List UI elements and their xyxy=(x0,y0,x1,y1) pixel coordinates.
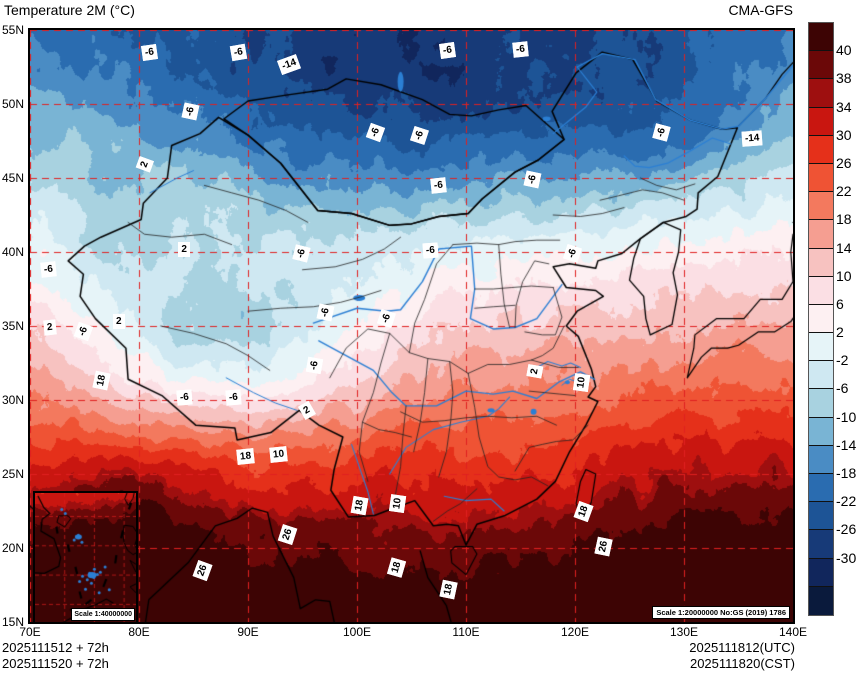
lat-tick-label: 50N xyxy=(2,97,25,111)
lat-tick-label: 55N xyxy=(2,23,25,37)
colorbar-swatch xyxy=(809,558,833,587)
colorbar-swatch xyxy=(809,107,833,136)
contour-label: -6 xyxy=(523,170,542,189)
contour-label: 2 xyxy=(43,319,57,336)
lon-tick-label: 80E xyxy=(128,625,150,639)
lat-tick-label: 25N xyxy=(2,467,25,481)
colorbar-tick: -2 xyxy=(836,352,849,369)
colorbar-swatch xyxy=(809,530,833,559)
footer-init-line-2: 2025111520 + 72h xyxy=(2,656,109,671)
contour-label: -6 xyxy=(141,43,159,61)
contour-label: -6 xyxy=(422,242,438,259)
colorbar-swatch xyxy=(809,474,833,503)
lon-tick-label: 140E xyxy=(778,625,808,639)
colorbar-swatch xyxy=(809,163,833,193)
temperature-map[interactable]: -6 -6 -14 -6 -6 -6 -6 -6 -6 -14 2 -6 -6 2 -6 -6 -6 -6 2 -6-… xyxy=(28,28,795,624)
colorbar-swatch xyxy=(809,248,833,277)
lat-tick-label: 40N xyxy=(2,245,25,259)
colorbar-swatch xyxy=(809,586,833,615)
colorbar-swatch xyxy=(809,276,833,305)
colorbar-tick-labels: 40 38 34 30 26 22 18 14 10 6 2 -2 -6 -10 -14 -18 -22 -26 -… xyxy=(836,22,859,616)
colorbar-swatch xyxy=(809,79,833,108)
inset-map-south-china-sea[interactable]: Scale 1:40000000 xyxy=(33,491,138,622)
contour-label: -6 xyxy=(316,303,335,322)
colorbar-swatch xyxy=(809,361,833,390)
footer-valid-utc: 2025111812(UTC) xyxy=(689,640,795,655)
contour-label: 26 xyxy=(594,536,613,557)
colorbar-tick: -10 xyxy=(836,408,857,425)
lon-tick-label: 90E xyxy=(237,625,259,639)
colorbar-tick: 18 xyxy=(836,211,852,228)
contour-label: -6 xyxy=(305,357,324,375)
contour-label: -6 xyxy=(651,122,671,142)
lon-tick-label: 110E xyxy=(452,625,480,639)
colorbar-tick: -30 xyxy=(836,549,857,566)
contour-label: -6 xyxy=(181,102,200,121)
lat-tick-label: 35N xyxy=(2,319,25,333)
colorbar-tick: 40 xyxy=(836,42,852,59)
colorbar-swatch xyxy=(809,23,833,52)
colorbar-swatch xyxy=(809,135,833,164)
contour-label: -6 xyxy=(229,43,247,61)
colorbar-tick: -26 xyxy=(836,521,857,538)
lat-tick-label: 20N xyxy=(2,541,25,555)
lon-tick-label: 100E xyxy=(342,625,372,639)
header-bar: Temperature 2M (°C) CMA-GFS xyxy=(0,0,859,22)
contour-label: -6 xyxy=(430,177,447,194)
colorbar-swatch xyxy=(809,304,833,334)
colorbar-tick: -22 xyxy=(836,493,857,510)
contour-label: -6 xyxy=(40,261,57,279)
map-scale-label: Scale 1:20000000 No:GS (2019) 1786 xyxy=(652,606,790,619)
lon-tick-label: 70E xyxy=(19,625,41,639)
colorbar-tick: -18 xyxy=(836,465,857,482)
contour-label: -14 xyxy=(741,129,763,147)
lat-tick-label: 15N xyxy=(2,615,25,629)
colorbar-swatch xyxy=(809,51,833,80)
colorbar-tick: 30 xyxy=(836,126,852,143)
colorbar-tick: 10 xyxy=(836,267,852,284)
lon-tick-label: 130E xyxy=(669,625,699,639)
contour-label: 2 xyxy=(113,314,125,330)
contour-label: 2 xyxy=(178,241,190,257)
colorbar-swatch xyxy=(809,389,833,418)
map-raster xyxy=(30,30,793,622)
colorbar-swatch xyxy=(809,220,833,249)
colorbar-tick: 22 xyxy=(836,183,852,200)
footer-init-line-1: 2025111512 + 72h xyxy=(2,640,109,655)
lat-tick-label: 30N xyxy=(2,393,25,407)
contour-label: -6 xyxy=(512,41,529,58)
lat-tick-label: 45N xyxy=(2,171,25,185)
lon-tick-label: 120E xyxy=(560,625,590,639)
colorbar-tick: -14 xyxy=(836,436,857,453)
colorbar-swatch xyxy=(809,333,833,362)
temperature-colorbar[interactable] xyxy=(808,22,834,616)
colorbar-swatch xyxy=(809,417,833,446)
contour-label: -6 xyxy=(439,42,456,60)
colorbar-swatch xyxy=(809,502,833,531)
contour-label: 18 xyxy=(236,447,256,465)
inset-scale-label: Scale 1:40000000 xyxy=(71,608,135,621)
colorbar-tick: -6 xyxy=(836,380,849,397)
colorbar-tick: 34 xyxy=(836,98,852,115)
colorbar-tick: 14 xyxy=(836,239,852,256)
contour-label: -6 xyxy=(225,388,242,406)
colorbar-tick: 2 xyxy=(836,324,844,341)
colorbar-swatch xyxy=(809,192,833,221)
contour-label: 18 xyxy=(350,495,369,515)
colorbar-tick: 26 xyxy=(836,154,852,171)
colorbar-swatch xyxy=(809,445,833,474)
page-title: Temperature 2M (°C) xyxy=(4,2,135,18)
contour-label: 10 xyxy=(388,494,406,514)
colorbar-tick: 38 xyxy=(836,70,852,87)
contour-label: 10 xyxy=(269,446,288,464)
model-label: CMA-GFS xyxy=(728,2,793,18)
footer-valid-times: 2025111812(UTC) 2025111820(CST) xyxy=(689,640,795,672)
colorbar-tick: 6 xyxy=(836,295,844,312)
contour-label: 10 xyxy=(572,372,591,392)
footer-init-times: 2025111512 + 72h 2025111520 + 72h xyxy=(2,640,109,672)
footer-valid-cst: 2025111820(CST) xyxy=(689,656,795,671)
inset-raster xyxy=(35,493,136,622)
contour-label: -6 xyxy=(176,388,193,406)
